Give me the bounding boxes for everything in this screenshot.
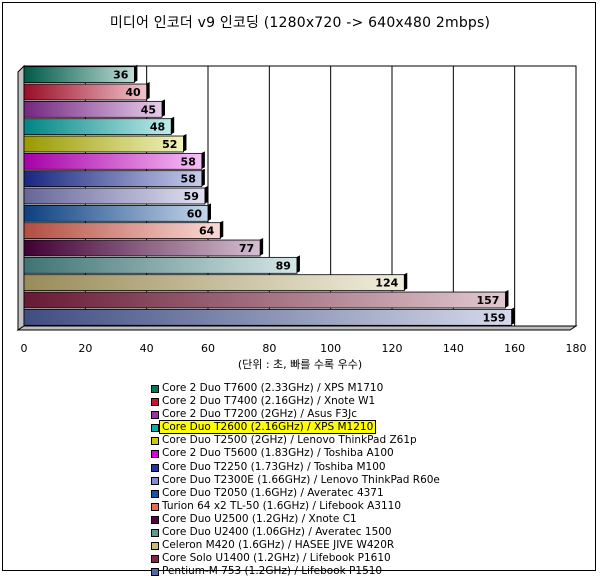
legend-swatch	[151, 555, 159, 564]
data-label: 77	[239, 242, 254, 255]
data-label: 159	[483, 311, 506, 324]
legend-label: Core 2 Duo T7600 (2.33GHz) / XPS M1710	[162, 382, 384, 394]
bar	[23, 100, 163, 118]
bar	[23, 204, 209, 222]
data-label: 59	[184, 190, 199, 203]
legend-label: Core 2 Duo T5600 (1.83GHz) / Toshiba A10…	[162, 447, 394, 460]
data-label: 36	[113, 69, 129, 82]
bar	[23, 308, 513, 326]
legend-swatch	[151, 568, 159, 577]
legend-item: Core Duo T2050 (1.6GHz) / Averatec 4371	[150, 487, 440, 500]
plot-side-wall	[17, 64, 25, 331]
data-label: 157	[476, 294, 499, 307]
legend-item: Core Duo U2500 (1.2GHz) / Xnote C1	[150, 513, 440, 526]
data-label: 40	[125, 86, 141, 99]
legend-label: Turion 64 x2 TL-50 (1.6GHz) / Lifebook A…	[162, 499, 402, 512]
data-label: 60	[187, 207, 203, 220]
x-tick-label: 40	[140, 342, 154, 355]
chart-title: 미디어 인코더 v9 인코딩 (1280x720 -> 640x480 2mbp…	[109, 15, 491, 31]
x-tick-label: 100	[320, 342, 341, 355]
x-axis-label: (단위 : 초, 빠를 수록 우수)	[237, 358, 363, 371]
legend-item: Core Duo U2400 (1.06GHz) / Averatec 1500	[150, 526, 440, 539]
bar	[23, 187, 206, 205]
x-tick-label: 180	[566, 342, 587, 355]
legend-swatch	[151, 476, 159, 485]
x-tick-label: 20	[78, 342, 92, 355]
data-label: 58	[181, 173, 196, 186]
bar	[23, 118, 172, 136]
bar	[23, 170, 203, 188]
data-label: 58	[181, 155, 196, 168]
legend-swatch	[151, 515, 159, 524]
data-label: 45	[141, 103, 156, 116]
legend-swatch	[151, 489, 159, 498]
data-label: 64	[199, 225, 215, 238]
bar	[23, 152, 203, 170]
legend-item: Pentium-M 753 (1.2GHz) / Lifebook P1510	[150, 565, 440, 578]
x-tick-label: 120	[382, 342, 403, 355]
legend-swatch	[151, 542, 159, 551]
data-label: 48	[150, 121, 165, 134]
legend-label: Core 2 Duo T7400 (2.16GHz) / Xnote W1	[162, 395, 376, 408]
bar	[23, 291, 506, 309]
legend-item: Core Duo T2300E (1.66GHz) / Lenovo Think…	[150, 474, 440, 487]
bar	[23, 239, 261, 257]
legend-swatch	[151, 450, 159, 459]
legend-swatch	[151, 463, 159, 472]
bar	[23, 83, 148, 101]
legend-label: Core Duo T2050 (1.6GHz) / Averatec 4371	[162, 486, 384, 499]
legend-item: Core 2 Duo T7600 (2.33GHz) / XPS M1710	[150, 382, 440, 395]
legend-item: Celeron M420 (1.6GHz) / HASEE JIVE W420R	[150, 539, 440, 552]
legend-swatch	[151, 424, 159, 433]
legend-label: Core Duo U2500 (1.2GHz) / Xnote C1	[162, 512, 357, 525]
legend-item: Core 2 Duo T5600 (1.83GHz) / Toshiba A10…	[150, 447, 440, 460]
data-label: 52	[162, 138, 177, 151]
x-tick-label: 160	[504, 342, 525, 355]
legend-item: Core Solo U1400 (1.2GHz) / Lifebook P161…	[150, 552, 440, 565]
legend-label: Core 2 Duo T7200 (2GHz) / Asus F3Jc	[162, 408, 357, 421]
x-tick-label: 60	[201, 342, 215, 355]
bar	[23, 66, 135, 84]
legend-swatch	[151, 398, 159, 407]
x-tick-label: 140	[443, 342, 464, 355]
legend-swatch	[151, 385, 159, 393]
legend-swatch	[151, 502, 159, 511]
legend-swatch	[151, 437, 159, 446]
plot-floor	[16, 325, 578, 331]
legend: Core 2 Duo T7600 (2.33GHz) / XPS M1710 Co…	[150, 382, 440, 578]
bar	[23, 274, 405, 292]
legend-item: Core 2 Duo T7400 (2.16GHz) / Xnote W1	[150, 395, 440, 408]
legend-item: Core 2 Duo T7200 (2GHz) / Asus F3Jc	[150, 408, 440, 421]
data-label: 124	[375, 277, 398, 290]
legend-label: Celeron M420 (1.6GHz) / HASEE JIVE W420R	[162, 539, 395, 552]
legend-label: Core Duo T2600 (2.16GHz) / XPS M1210	[159, 420, 377, 435]
legend-item: Core Duo T2600 (2.16GHz) / XPS M1210	[150, 420, 440, 435]
legend-label: Core Duo U2400 (1.06GHz) / Averatec 1500	[162, 526, 392, 539]
legend-label: Core Duo T2300E (1.66GHz) / Lenovo Think…	[162, 473, 440, 486]
bar	[23, 222, 221, 240]
x-tick-label: 0	[21, 342, 28, 355]
legend-label: Core Solo U1400 (1.2GHz) / Lifebook P161…	[162, 552, 391, 565]
legend-item: Turion 64 x2 TL-50 (1.6GHz) / Lifebook A…	[150, 500, 440, 513]
legend-swatch	[151, 411, 159, 420]
legend-label: Pentium-M 753 (1.2GHz) / Lifebook P1510	[162, 565, 383, 578]
data-label: 89	[276, 259, 291, 272]
legend-label: Core Duo T2500 (2GHz) / Lenovo ThinkPad …	[162, 434, 417, 447]
legend-item: Core Duo T2250 (1.73GHz) / Toshiba M100	[150, 461, 440, 474]
x-tick-label: 80	[262, 342, 276, 355]
bar	[23, 135, 184, 153]
bar	[23, 256, 298, 274]
legend-label: Core Duo T2250 (1.73GHz) / Toshiba M100	[162, 460, 386, 473]
legend-item: Core Duo T2500 (2GHz) / Lenovo ThinkPad …	[150, 434, 440, 447]
legend-swatch	[151, 529, 159, 538]
